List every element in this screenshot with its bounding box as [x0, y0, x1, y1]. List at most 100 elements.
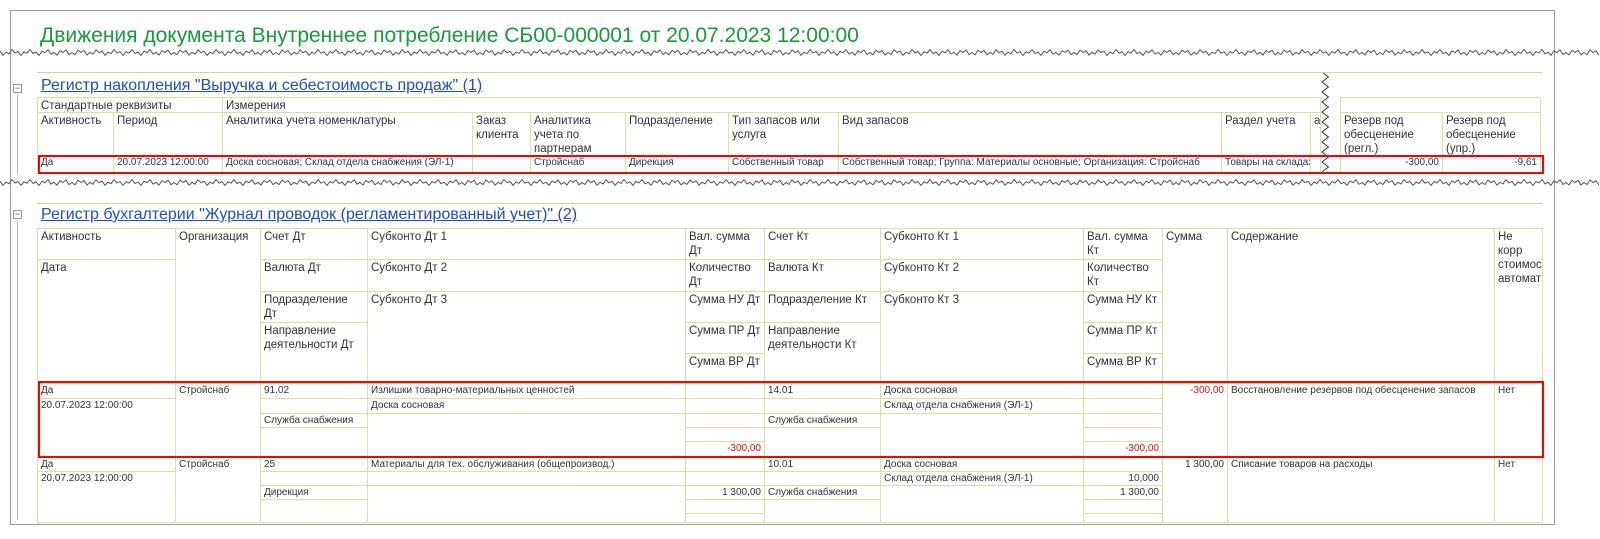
tree-line — [17, 220, 18, 520]
collapse-register1-icon[interactable]: − — [13, 83, 22, 93]
column-header: Сумма ПР Кт — [1083, 322, 1163, 354]
table-cell: 1 300,00 — [685, 485, 765, 500]
table-cell: -300,00 — [1340, 155, 1443, 173]
column-header: Сумма ВР Кт — [1083, 353, 1163, 383]
table-cell: Доска сосновая — [880, 383, 1084, 399]
table-cell — [764, 499, 881, 523]
table-cell: Дирекция — [260, 485, 368, 500]
table-cell: Материалы для тех. обслуживания (общепро… — [367, 457, 686, 472]
table-cell — [1310, 155, 1321, 173]
register2-frame — [37, 203, 1542, 204]
table-cell: Стройснаб — [175, 383, 261, 458]
column-header-content: Содержание — [1227, 228, 1495, 383]
column-header: Направление деятельности Кт — [764, 322, 881, 383]
table-cell — [260, 398, 368, 414]
table-cell: -300,00 — [685, 441, 765, 458]
column-header: Раздел учета — [1221, 112, 1311, 156]
column-header: Валюта Дт — [260, 259, 368, 292]
table-cell — [764, 398, 881, 414]
table-cell — [1083, 499, 1163, 514]
column-header: Заказ клиента — [472, 112, 531, 156]
column-header: Субконто Кт 1 — [880, 228, 1084, 260]
table-cell — [367, 485, 686, 523]
table-cell — [260, 499, 368, 523]
table-cell: 20.07.2023 12:00:00 — [113, 155, 223, 173]
document-frame — [10, 10, 1555, 525]
column-header: Аналитика учета по партнерам — [530, 112, 626, 156]
table-cell — [685, 383, 765, 399]
group-standard-header: Стандартные реквизиты — [37, 97, 223, 113]
column-header: Счет Кт — [764, 228, 881, 260]
register1-frame — [37, 72, 1542, 73]
table-cell — [764, 427, 881, 458]
group-dimensions-header: Измерения — [222, 97, 1321, 113]
table-cell: -300,00 — [1083, 441, 1163, 458]
table-cell: Собственный товар; Группа: Материалы осн… — [838, 155, 1222, 173]
table-cell: 14.01 — [764, 383, 881, 399]
table-cell — [1083, 383, 1163, 399]
table-cell: Нет — [1494, 457, 1543, 523]
table-cell — [1083, 457, 1163, 472]
column-header: Количество Кт — [1083, 259, 1163, 292]
page-title: Движения документа Внутреннее потреблени… — [40, 24, 859, 47]
register2-title-link[interactable]: Регистр бухгалтерии "Журнал проводок (ре… — [41, 206, 578, 223]
register1-title-link[interactable]: Регистр накопления "Выручка и себестоимо… — [41, 77, 483, 94]
column-header: Субконто Дт 2 — [367, 259, 686, 292]
column-header: Период — [113, 112, 223, 156]
column-header: Сумма ВР Дт — [685, 353, 765, 383]
table-cell — [1083, 413, 1163, 428]
torn-edge-1 — [0, 48, 1600, 57]
table-cell: Склад отдела снабжения (ЭЛ-1) — [880, 471, 1084, 486]
table-cell: Доска сосновая — [367, 398, 686, 414]
table-cell — [880, 413, 1084, 458]
table-cell — [472, 155, 531, 173]
table-cell: Служба снабжения — [764, 485, 881, 500]
column-header-no-correction: Не корр стоимос автомат — [1494, 228, 1543, 383]
column-header: Аналитика учета номенклатуры — [222, 112, 473, 156]
table-cell — [367, 413, 686, 458]
table-cell — [1083, 398, 1163, 414]
table-cell — [764, 471, 881, 486]
column-header: Сумма ПР Дт — [685, 322, 765, 354]
column-header: Субконто Кт 2 — [880, 259, 1084, 292]
table-cell — [685, 513, 765, 523]
column-header-organization: Организация — [175, 228, 261, 383]
table-cell: 1 300,00 — [1162, 457, 1228, 523]
column-header: Сумма НУ Кт — [1083, 291, 1163, 323]
table-cell: 10.01 — [764, 457, 881, 472]
column-header: Подразделение — [625, 112, 729, 156]
table-cell — [880, 485, 1084, 523]
table-cell: 10,000 — [1083, 471, 1163, 486]
column-header: Направление деятельности Дт — [260, 322, 368, 383]
table-cell — [367, 471, 686, 486]
column-header: Тип запасов или услуга — [728, 112, 839, 156]
column-header-activity: Активность — [37, 228, 176, 260]
table-cell: Служба снабжения — [260, 413, 368, 428]
table-cell: Да — [37, 155, 114, 173]
column-header: Подразделение Дт — [260, 291, 368, 323]
column-header: Резерв под обесценение (упр.) — [1442, 112, 1541, 156]
column-header: Сумма НУ Дт — [685, 291, 765, 323]
column-header: Вал. сумма Кт — [1083, 228, 1163, 260]
tree-line — [17, 94, 18, 174]
table-cell: 91.02 — [260, 383, 368, 399]
table-cell — [1083, 427, 1163, 442]
table-cell: Да — [37, 457, 176, 472]
column-header: Субконто Дт 1 — [367, 228, 686, 260]
table-cell: 20.07.2023 12:00:00 — [37, 471, 176, 523]
table-cell — [685, 471, 765, 486]
column-header: Резерв под обесценение (регл.) — [1340, 112, 1443, 156]
column-header: Активность — [37, 112, 114, 156]
table-cell: Восстановление резервов под обесценение … — [1227, 383, 1495, 458]
column-header: Валюта Кт — [764, 259, 881, 292]
collapse-register2-icon[interactable]: − — [13, 209, 22, 219]
table-cell: Списание товаров на расходы — [1227, 457, 1495, 523]
table-cell: 1 300,00 — [1083, 485, 1163, 500]
table-cell: Стройснаб — [175, 457, 261, 523]
column-header-sum: Сумма — [1162, 228, 1228, 383]
table-cell: Да — [37, 383, 176, 399]
column-header: Подразделение Кт — [764, 291, 881, 323]
table-cell — [260, 471, 368, 486]
table-cell — [685, 499, 765, 514]
table-cell — [685, 413, 765, 428]
